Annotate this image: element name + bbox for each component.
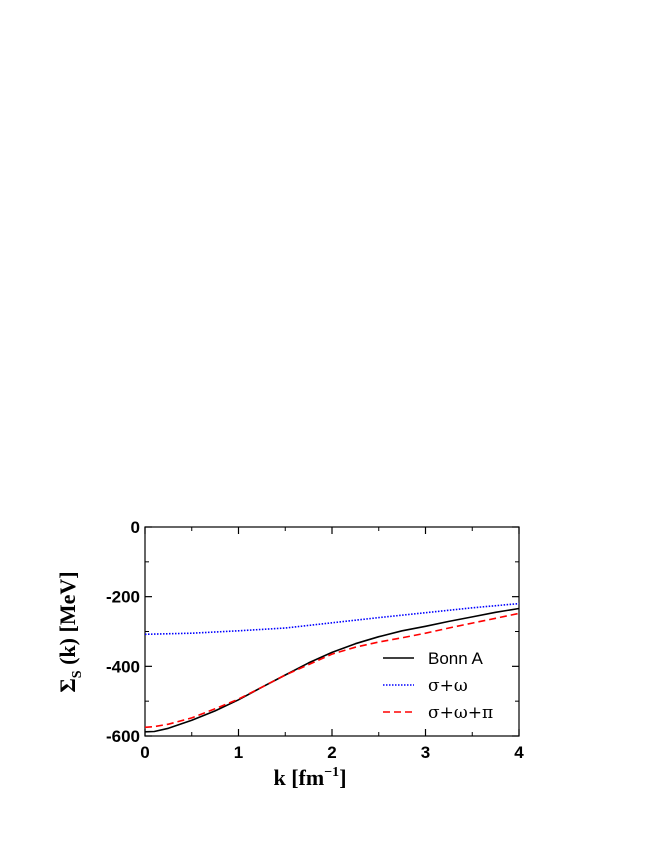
x-axis-label: k [fm−1] [273,765,346,790]
x-axis-label-main: k [fm [273,765,324,790]
legend-label-1: Bonn A [428,649,483,668]
axis-ticks [144,526,520,737]
y-tick-label: -400 [106,657,140,676]
x-tick-label: 4 [514,743,524,762]
tick-labels: 0 1 2 3 4 0 -200 -400 -600 [106,518,524,762]
series-line-2 [144,602,520,636]
legend-label-3: σ+ω+π [428,703,493,723]
y-tick-label: 0 [131,518,140,537]
series-line-1 [144,607,520,733]
legend-label-2: σ+ω [428,676,468,696]
y-axis-label: ΣS (k) [MeV] [55,571,85,692]
x-tick-label: 2 [327,743,336,762]
y-tick-label: -600 [106,727,140,746]
x-axis-label-close: ] [339,765,346,790]
y-tick-label: -200 [106,588,140,607]
x-axis-label-sup: −1 [324,765,339,780]
x-tick-label: 1 [234,743,243,762]
x-tick-label: 3 [421,743,430,762]
legend: Bonn A σ+ω σ+ω+π [383,649,493,723]
series-lines [144,602,520,733]
y-axis-label-rest: (k) [MeV] [55,571,80,670]
y-axis-label-main: Σ [55,678,80,692]
series-line-3 [144,612,520,729]
y-axis-label-sub: S [70,670,85,678]
x-tick-label: 0 [140,743,149,762]
